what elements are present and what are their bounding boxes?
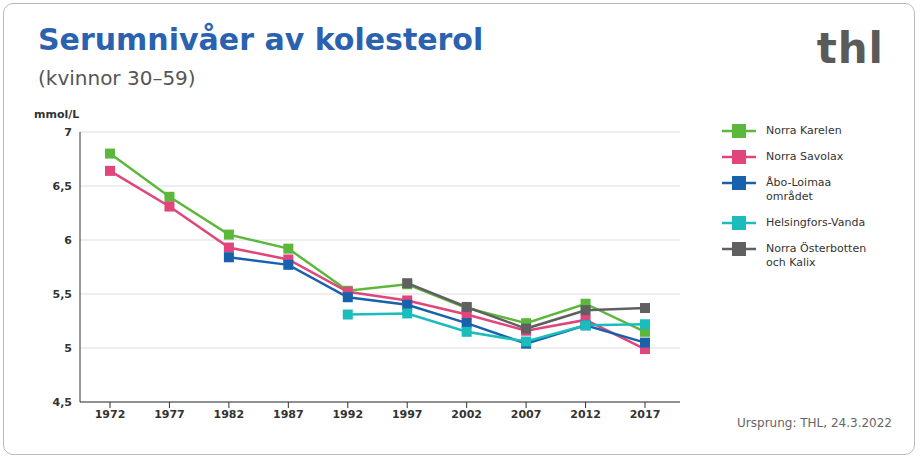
html-text:Åbo-Loimaa området: Åbo-Loimaa området xyxy=(766,176,832,203)
svg-text:2017: 2017 xyxy=(630,408,661,421)
svg-text:2002: 2002 xyxy=(451,408,482,421)
html-text:thl: thl xyxy=(816,24,884,73)
html-text:Helsingfors-Vanda: Helsingfors-Vanda xyxy=(766,216,866,229)
html-text:mmol/L: mmol/L xyxy=(34,108,80,121)
html-text:Norra Österbotten och Kalix: Norra Österbotten och Kalix xyxy=(766,242,867,269)
svg-text:5: 5 xyxy=(64,342,72,355)
svg-text:1982: 1982 xyxy=(214,408,245,421)
html-text:Serumnivåer av kolesterol: Serumnivåer av kolesterol xyxy=(38,22,484,57)
svg-text:1987: 1987 xyxy=(273,408,304,421)
html-text:(kvinnor 30–59): (kvinnor 30–59) xyxy=(38,66,196,90)
html-text:Norra Savolax: Norra Savolax xyxy=(766,150,844,163)
svg-text:1992: 1992 xyxy=(332,408,363,421)
svg-text:2012: 2012 xyxy=(570,408,601,421)
svg-text:5,5: 5,5 xyxy=(53,288,73,301)
svg-text:6,5: 6,5 xyxy=(53,180,73,193)
svg-text:4,5: 4,5 xyxy=(53,396,73,409)
svg-text:6: 6 xyxy=(64,234,72,247)
html-text:Norra Karelen: Norra Karelen xyxy=(766,124,842,137)
svg-text:1997: 1997 xyxy=(392,408,423,421)
svg-text:7: 7 xyxy=(64,126,72,139)
svg-text:1977: 1977 xyxy=(154,408,185,421)
svg-text:1972: 1972 xyxy=(95,408,126,421)
svg-text:2007: 2007 xyxy=(511,408,542,421)
html-text:Ursprung: THL, 24.3.2022: Ursprung: THL, 24.3.2022 xyxy=(737,416,892,430)
